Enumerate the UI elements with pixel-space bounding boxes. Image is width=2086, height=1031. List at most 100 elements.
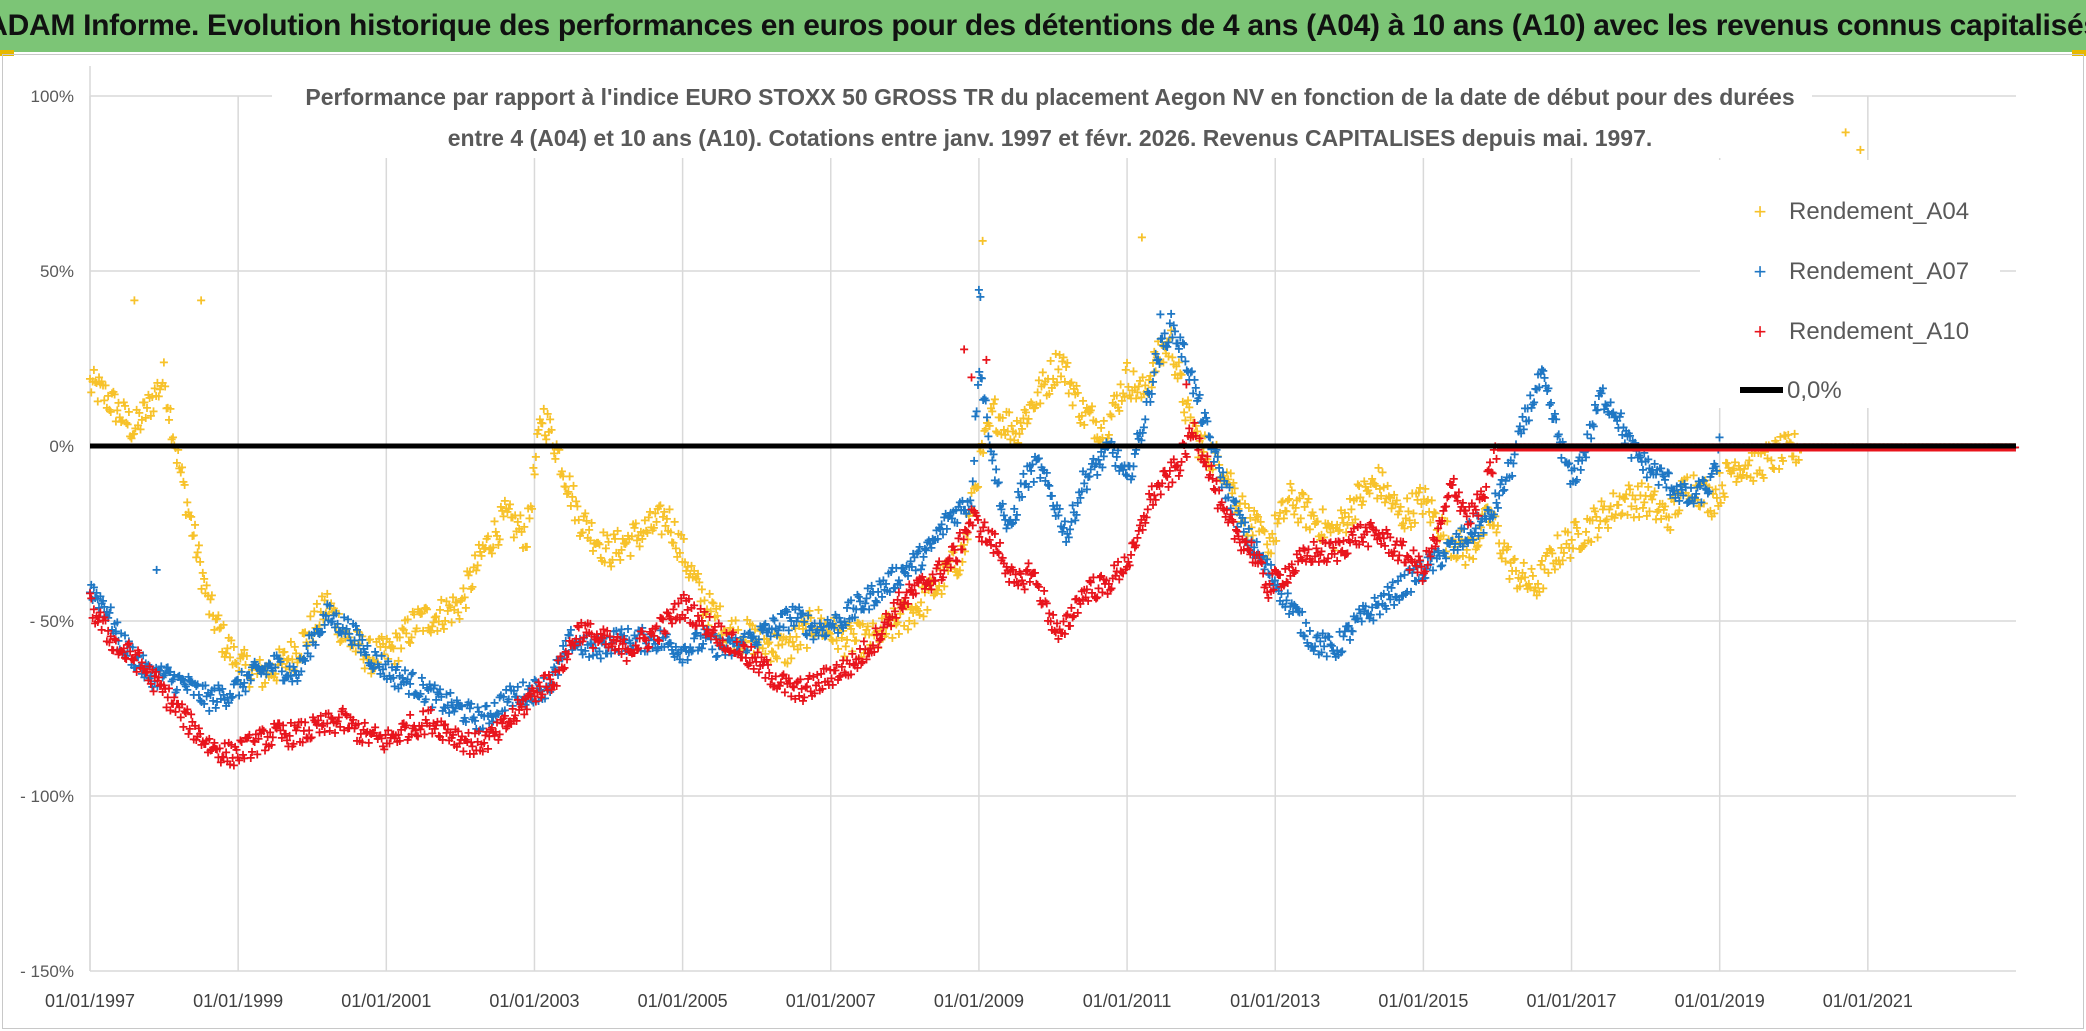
legend-label-a04: Rendement_A04 — [1789, 198, 1969, 225]
point: + — [464, 566, 473, 584]
point: + — [661, 517, 670, 535]
point: + — [1281, 502, 1290, 520]
point: + — [1482, 499, 1491, 517]
point: + — [1540, 560, 1549, 578]
point: + — [312, 595, 321, 613]
point: + — [955, 561, 964, 579]
point: + — [425, 621, 434, 639]
point: + — [639, 523, 648, 541]
point: + — [114, 394, 123, 412]
point: + — [1071, 385, 1080, 403]
point: + — [323, 585, 332, 603]
point: + — [1040, 375, 1049, 393]
point: + — [696, 592, 705, 610]
point: + — [1501, 552, 1510, 570]
point: + — [535, 410, 544, 428]
banner-corner-left — [0, 50, 14, 56]
point: + — [1217, 468, 1226, 486]
point: + — [1443, 512, 1452, 530]
point: + — [534, 420, 543, 438]
point: + — [994, 473, 1003, 491]
point: + — [669, 534, 678, 552]
point: + — [817, 609, 826, 627]
point: + — [1308, 503, 1317, 521]
point: + — [481, 538, 490, 556]
point: + — [1193, 422, 1202, 440]
point: + — [1318, 500, 1327, 518]
point: + — [788, 633, 797, 651]
point: + — [668, 533, 677, 551]
point: + — [205, 605, 214, 623]
point: + — [378, 634, 387, 652]
point: + — [622, 533, 631, 551]
point: + — [1358, 492, 1367, 510]
point: + — [1091, 412, 1100, 430]
point: + — [381, 638, 390, 656]
point: + — [909, 603, 918, 621]
point: + — [143, 398, 152, 416]
point: + — [1266, 544, 1275, 562]
x-tick-label: 01/01/2015 — [1378, 991, 1468, 1011]
point: + — [299, 624, 308, 642]
point: + — [456, 592, 465, 610]
point: + — [214, 606, 223, 624]
point: + — [308, 632, 317, 650]
point: + — [629, 515, 638, 533]
point: + — [635, 537, 644, 555]
point: + — [559, 467, 568, 485]
point: + — [832, 631, 841, 649]
point: + — [1156, 305, 1165, 323]
point: + — [146, 406, 155, 424]
point: + — [1562, 534, 1571, 552]
point: + — [1502, 540, 1511, 558]
point: + — [1024, 409, 1033, 427]
point: + — [846, 619, 855, 637]
point: + — [438, 615, 447, 633]
point: + — [638, 530, 647, 548]
point: + — [1343, 515, 1352, 533]
point: + — [1584, 531, 1593, 549]
point: + — [915, 606, 924, 624]
point: + — [709, 594, 718, 612]
point: + — [1047, 379, 1056, 397]
point: + — [616, 550, 625, 568]
point: + — [432, 607, 441, 625]
point: + — [333, 625, 342, 643]
point: + — [692, 569, 701, 587]
point: + — [1610, 509, 1619, 527]
point: + — [725, 622, 734, 640]
point: + — [1287, 481, 1296, 499]
point: + — [1470, 533, 1479, 551]
point: + — [1237, 512, 1246, 530]
point: + — [1323, 514, 1332, 532]
point: + — [1491, 507, 1500, 525]
point: + — [478, 536, 487, 554]
point: + — [1462, 541, 1471, 559]
point: + — [237, 645, 246, 663]
point: + — [245, 678, 254, 696]
point: + — [827, 630, 836, 648]
point: + — [227, 631, 236, 649]
point: + — [1129, 362, 1138, 380]
point: + — [766, 652, 775, 670]
point: + — [356, 643, 365, 661]
point: + — [1117, 392, 1126, 410]
point: + — [1558, 551, 1567, 569]
point: + — [786, 627, 795, 645]
point: + — [1058, 352, 1067, 370]
point: + — [1587, 533, 1596, 551]
point: + — [809, 627, 818, 645]
point: + — [594, 533, 603, 551]
point: + — [546, 410, 555, 428]
point: + — [1151, 362, 1160, 380]
point: + — [255, 651, 264, 669]
point: + — [677, 526, 686, 544]
point: + — [1644, 478, 1653, 496]
point: + — [1604, 519, 1613, 537]
point: + — [1637, 474, 1646, 492]
point: + — [157, 377, 166, 395]
point: + — [745, 615, 754, 633]
point: + — [1499, 541, 1508, 559]
legend-marker-a10: + — [1754, 319, 1767, 344]
point: + — [451, 593, 460, 611]
